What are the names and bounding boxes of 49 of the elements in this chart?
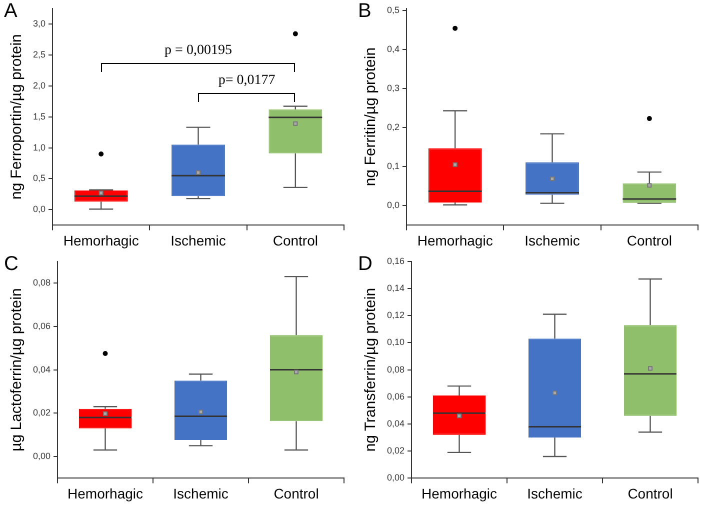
annotation: p= 0,0177 bbox=[218, 72, 276, 89]
x-tick-label: Ischemic bbox=[527, 485, 582, 502]
x-tick-label: Control bbox=[628, 485, 673, 502]
y-tick-label: 0,08 bbox=[32, 278, 51, 288]
y-tick-label: 0,02 bbox=[386, 446, 405, 456]
x-tick-label: Control bbox=[272, 232, 318, 248]
y-tick-label: 0,2 bbox=[386, 122, 400, 132]
y-tick-label: 2,0 bbox=[32, 80, 46, 90]
y-tick-label: 1,5 bbox=[32, 111, 46, 122]
y-tick-label: 0,00 bbox=[386, 472, 405, 483]
y-tick-label: 0,08 bbox=[386, 364, 405, 374]
y-tick-label: 0,06 bbox=[386, 391, 405, 402]
y-axis-title: ng Transferrin/µg protein bbox=[362, 288, 380, 452]
y-tick-label: 0,0 bbox=[32, 204, 46, 214]
y-tick-label: 0,1 bbox=[386, 161, 400, 172]
annotation: p = 0,00195 bbox=[164, 42, 232, 59]
y-tick-label: 0,4 bbox=[386, 44, 400, 54]
y-tick-label: 2,5 bbox=[32, 49, 46, 60]
y-tick-label: 0,04 bbox=[32, 364, 51, 374]
y-tick-label: 0,06 bbox=[32, 320, 51, 331]
y-tick-label: 0,00 bbox=[32, 451, 51, 462]
y-tick-label: 0,16 bbox=[386, 256, 405, 266]
chart-title: C bbox=[4, 253, 18, 276]
x-tick-label: Hemorhagic bbox=[68, 485, 144, 502]
y-tick-label: 0,04 bbox=[386, 418, 405, 428]
y-tick-label: 1,0 bbox=[32, 142, 46, 152]
x-tick-label: Hemorhagic bbox=[417, 232, 493, 248]
y-tick-label: 3,0 bbox=[32, 18, 46, 28]
y-tick-label: 0,14 bbox=[386, 282, 405, 293]
y-axis-title: µg Lactoferrin/µg protein bbox=[8, 288, 26, 452]
x-tick-label: Ischemic bbox=[173, 485, 228, 502]
y-tick-label: 0,0 bbox=[386, 200, 400, 210]
y-axis-title: ng Ferroportin/µg protein bbox=[8, 34, 26, 200]
x-tick-label: Control bbox=[626, 232, 672, 248]
y-tick-label: 0,12 bbox=[386, 310, 405, 320]
x-tick-label: Hemorhagic bbox=[63, 232, 139, 248]
y-tick-label: 0,02 bbox=[32, 408, 51, 418]
chart-title: B bbox=[358, 0, 372, 23]
y-tick-label: 0,5 bbox=[32, 173, 46, 184]
x-tick-label: Ischemic bbox=[524, 232, 580, 248]
x-tick-label: Ischemic bbox=[170, 232, 226, 248]
y-tick-label: 0,10 bbox=[386, 337, 405, 348]
y-axis-title: ng Ferritin/µg protein bbox=[362, 47, 380, 186]
y-tick-label: 0,5 bbox=[386, 4, 400, 15]
chart-title: A bbox=[4, 0, 18, 23]
y-tick-label: 0,3 bbox=[386, 82, 400, 93]
x-tick-label: Hemorhagic bbox=[422, 485, 498, 502]
x-tick-label: Control bbox=[274, 485, 319, 502]
chart-title: D bbox=[358, 253, 372, 276]
